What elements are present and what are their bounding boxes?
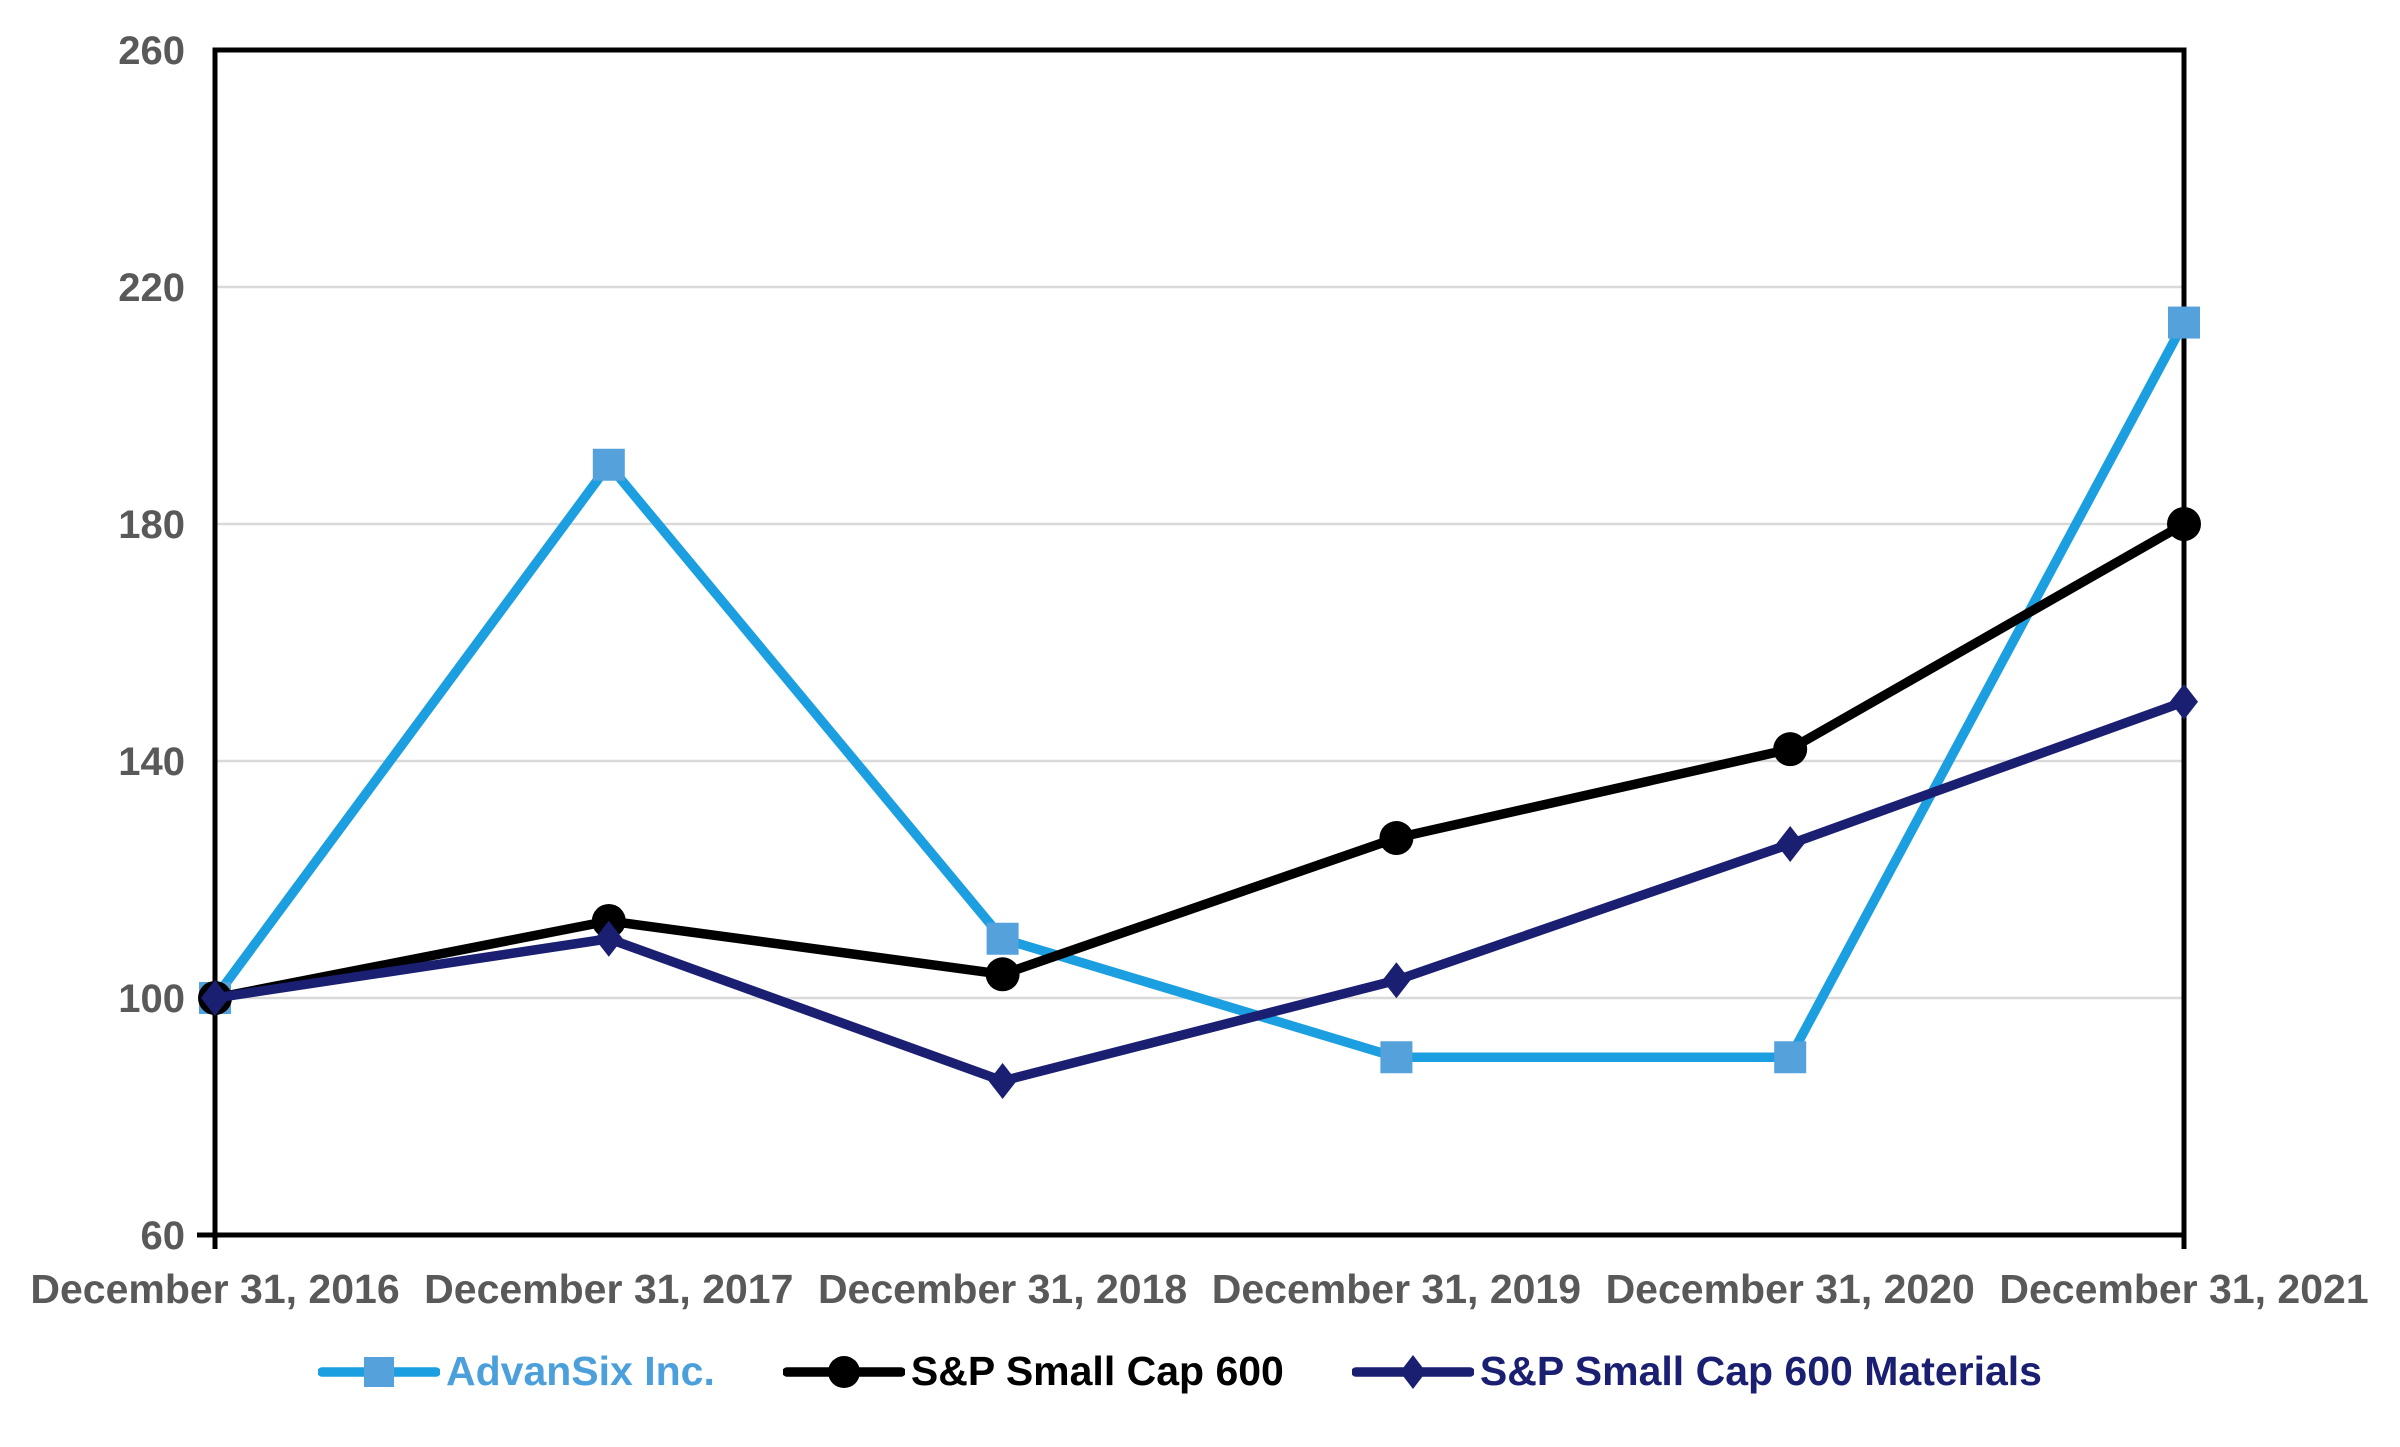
x-tick-label: December 31, 2016 bbox=[30, 1266, 399, 1312]
diamond-marker bbox=[201, 980, 229, 1016]
series-line-1 bbox=[210, 519, 2189, 1003]
y-tick-label: 220 bbox=[118, 266, 185, 310]
square-marker bbox=[1380, 1041, 1413, 1074]
chart-legend: AdvanSix Inc. S&P Small Cap 600 S&P Small … bbox=[0, 1348, 2360, 1395]
series-line-0 bbox=[210, 317, 2189, 1062]
x-tick-label: December 31, 2021 bbox=[1999, 1266, 2368, 1312]
y-tick-label: 60 bbox=[141, 1214, 186, 1258]
diamond-marker bbox=[1399, 1354, 1426, 1389]
legend-label: S&P Small Cap 600 Materials bbox=[1479, 1348, 2042, 1394]
circle-marker bbox=[2167, 507, 2201, 541]
gridlines bbox=[215, 285, 2184, 1000]
diamond-marker bbox=[988, 1062, 1017, 1099]
circle-marker bbox=[827, 1355, 860, 1388]
square-marker bbox=[2168, 306, 2200, 339]
legend-swatch-diamond bbox=[1351, 1354, 1474, 1389]
legend-item-1: S&P Small Cap 600 bbox=[782, 1348, 1284, 1395]
y-tick-label: 180 bbox=[118, 503, 185, 547]
y-tick-label: 140 bbox=[118, 740, 185, 784]
series-line-2 bbox=[210, 697, 2189, 1086]
square-marker bbox=[986, 922, 1019, 955]
square-marker bbox=[1774, 1041, 1807, 1074]
diamond-marker bbox=[1776, 825, 1805, 862]
plot-frame bbox=[212, 47, 2187, 1238]
y-tick-label: 100 bbox=[118, 977, 185, 1021]
diamond-marker bbox=[2170, 683, 2198, 720]
legend-swatch-circle bbox=[782, 1355, 905, 1388]
circle-marker bbox=[1773, 732, 1808, 767]
legend-item-0: AdvanSix Inc. bbox=[318, 1348, 715, 1395]
x-axis-labels: December 31, 2016 December 31, 2017 Decemb… bbox=[30, 1266, 2368, 1312]
diamond-marker bbox=[1382, 962, 1411, 999]
circle-marker bbox=[1379, 821, 1414, 856]
x-tick-label: December 31, 2020 bbox=[1606, 1266, 1975, 1312]
square-marker bbox=[364, 1356, 394, 1387]
legend-label: AdvanSix Inc. bbox=[446, 1348, 715, 1394]
x-tick-label: December 31, 2019 bbox=[1212, 1266, 1581, 1312]
plot-border bbox=[197, 47, 2187, 1249]
square-marker bbox=[592, 448, 625, 481]
series-lines bbox=[198, 306, 2201, 1099]
legend-swatch-square bbox=[318, 1356, 440, 1387]
x-tick-label: December 31, 2018 bbox=[818, 1266, 1187, 1312]
y-tick-label: 260 bbox=[118, 29, 185, 73]
x-tick-label: December 31, 2017 bbox=[424, 1266, 793, 1312]
circle-marker bbox=[985, 957, 1020, 992]
y-axis-labels: 60 100 140 180 220 260 bbox=[118, 29, 185, 1258]
legend-label: S&P Small Cap 600 bbox=[910, 1348, 1284, 1394]
diamond-marker bbox=[594, 920, 623, 957]
legend-item-2: S&P Small Cap 600 Materials bbox=[1351, 1348, 2042, 1395]
